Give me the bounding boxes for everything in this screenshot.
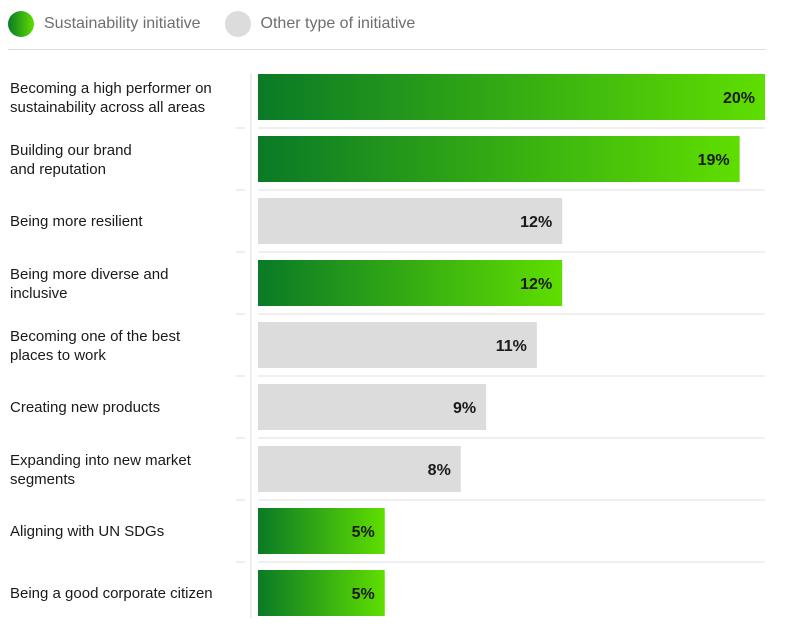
bar-4	[258, 322, 537, 368]
bar-3	[258, 260, 563, 306]
legend-label-sustainability: Sustainability initiative	[44, 15, 201, 32]
category-label-6-line-0: Expanding into new market	[10, 452, 192, 469]
legend-divider	[8, 49, 766, 50]
category-label-3-line-0: Being more diverse and	[10, 266, 168, 283]
category-label-7: Aligning with UN SDGs	[10, 523, 164, 540]
category-label-0-line-0: Becoming a high performer on	[10, 80, 212, 97]
bar-0	[258, 74, 765, 120]
bar-8	[258, 570, 385, 616]
legend-swatch-other	[224, 11, 251, 37]
bar-1	[258, 136, 740, 182]
category-label-6-line-1: segments	[10, 471, 75, 488]
value-label-5: 9%	[453, 400, 476, 417]
category-label-4-line-0: Becoming one of the best	[10, 328, 181, 345]
legend-item-sustainability: Sustainability initiative	[8, 11, 201, 37]
bar-5	[258, 384, 487, 430]
value-label-6: 8%	[428, 462, 451, 479]
value-label-2: 12%	[520, 214, 552, 231]
category-label-3: Being more diverse and inclusive	[10, 266, 168, 302]
category-label-5: Creating new products	[10, 399, 160, 416]
category-label-7-line-0: Aligning with UN SDGs	[10, 523, 164, 540]
bar-7	[258, 508, 385, 554]
value-label-4: 11%	[496, 338, 527, 355]
bar-2	[258, 198, 563, 244]
category-label-4: Becoming one of the best places to work	[10, 328, 181, 364]
legend-item-other: Other type of initiative	[224, 11, 416, 37]
category-label-1: Building our brand and reputation	[10, 142, 132, 178]
value-label-1: 19%	[698, 152, 730, 169]
legend-label-other: Other type of initiative	[260, 15, 416, 32]
value-label-7: 5%	[352, 524, 375, 541]
category-label-4-line-1: places to work	[10, 347, 106, 364]
value-label-3: 12%	[520, 276, 552, 293]
category-label-5-line-0: Creating new products	[10, 399, 160, 416]
category-label-8-line-0: Being a good corporate citizen	[10, 585, 213, 602]
value-label-0: 20%	[723, 90, 755, 107]
category-label-3-line-1: inclusive	[10, 285, 68, 302]
category-label-0: Becoming a high performer on sustainabili…	[10, 80, 212, 116]
category-label-1-line-1: and reputation	[10, 161, 106, 178]
category-label-0-line-1: sustainability across all areas	[10, 99, 205, 116]
value-label-8: 5%	[352, 586, 375, 603]
bar-6	[258, 446, 461, 492]
legend: Sustainability initiative Other type of …	[8, 10, 439, 38]
category-label-2-line-0: Being more resilient	[10, 213, 143, 230]
category-label-1-line-0: Building our brand	[10, 142, 132, 159]
category-label-2: Being more resilient	[10, 213, 143, 230]
category-label-8: Being a good corporate citizen	[10, 585, 213, 602]
category-label-6: Expanding into new market segments	[10, 452, 192, 488]
legend-swatch-sustainability	[8, 11, 34, 37]
